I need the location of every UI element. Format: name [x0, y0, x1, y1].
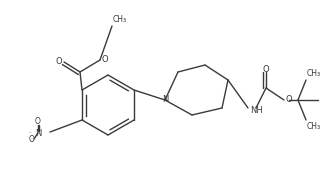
Text: CH₃: CH₃: [307, 122, 320, 131]
Text: O: O: [35, 117, 41, 126]
Text: CH₃: CH₃: [307, 69, 320, 78]
Text: N: N: [35, 128, 41, 137]
Text: CH₃: CH₃: [113, 15, 127, 24]
Text: O: O: [55, 56, 62, 66]
Text: NH: NH: [250, 106, 263, 115]
Text: ⁻: ⁻: [28, 132, 31, 137]
Text: O: O: [29, 136, 35, 144]
Text: O: O: [101, 56, 108, 64]
Text: O: O: [285, 95, 292, 105]
Text: N: N: [162, 95, 168, 105]
Text: O: O: [263, 65, 269, 74]
